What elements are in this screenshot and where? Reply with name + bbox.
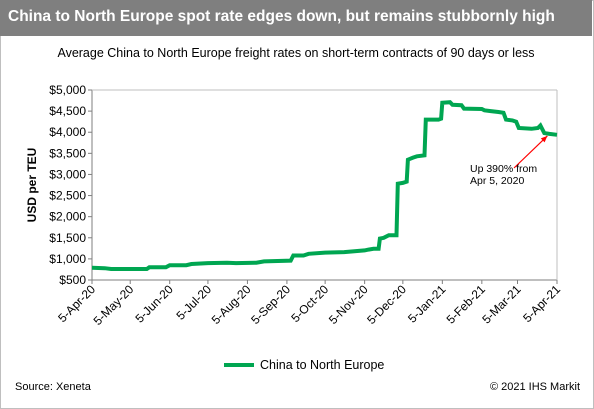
x-tick-label: 5-May-20 — [91, 282, 137, 328]
x-tick-label: 5-Jun-20 — [132, 282, 176, 326]
x-tick-label: 5-Apr-21 — [520, 282, 563, 325]
y-tick-label: $2,500 — [49, 189, 86, 203]
series-line — [91, 100, 558, 271]
y-tick-label: $4,500 — [49, 104, 86, 118]
chart-subtitle: Average China to North Europe freight ra… — [57, 46, 535, 60]
x-tick-label: 5-Nov-20 — [326, 282, 371, 327]
y-tick-label: $5,000 — [49, 83, 86, 97]
y-tick-label: $3,000 — [49, 167, 86, 181]
copyright-note: © 2021 IHS Markit — [489, 381, 580, 393]
y-tick-label: $4,000 — [49, 125, 86, 139]
source-note: Source: Xeneta — [15, 381, 91, 393]
y-axis-label: USD per TEU — [25, 148, 39, 223]
x-tick-label: 5-Jan-21 — [405, 282, 449, 326]
annotation-text: Apr 5, 2020 — [470, 175, 524, 187]
x-tick-label: 5-Oct-20 — [288, 282, 331, 325]
x-tick-label: 5-Sep-20 — [248, 282, 293, 327]
title-bar: China to North Europe spot rate edges do… — [0, 0, 592, 36]
x-tick-label: 5-Mar-21 — [479, 282, 524, 327]
legend-label: China to North Europe — [260, 358, 384, 372]
y-tick-label: $1,500 — [49, 231, 86, 245]
annotation-arrowhead — [540, 135, 548, 143]
y-tick-label: $1,000 — [49, 252, 86, 266]
annotation-text: Up 390% from — [470, 163, 537, 175]
y-tick-label: $2,000 — [49, 210, 86, 224]
annotation-arrow — [513, 135, 548, 169]
y-tick-label: $500 — [59, 273, 86, 287]
x-tick-label: 5-Dec-20 — [364, 282, 409, 327]
chart-title: China to North Europe spot rate edges do… — [8, 8, 555, 25]
y-tick-label: $3,500 — [49, 146, 86, 160]
x-tick-label: 5-Aug-20 — [209, 282, 254, 327]
